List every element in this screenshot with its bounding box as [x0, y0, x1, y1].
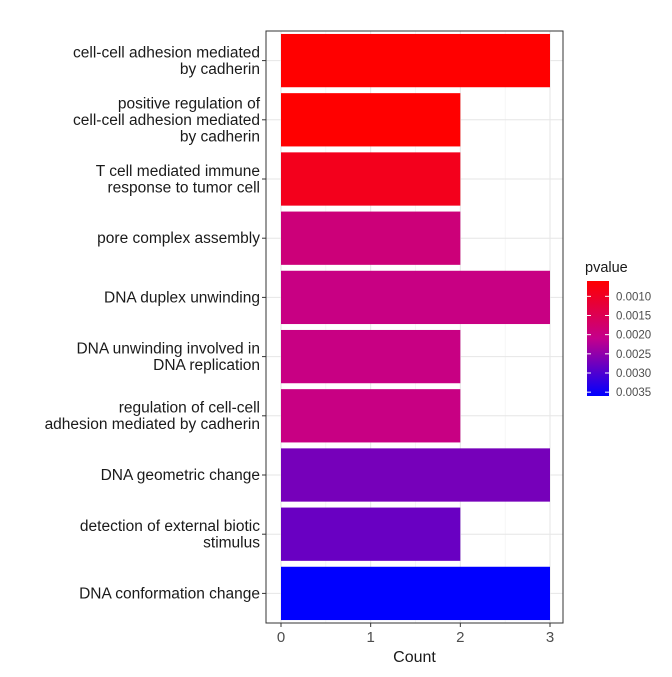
y-tick-label-line: adhesion mediated by cadherin — [45, 416, 260, 433]
y-tick-label-line: T cell mediated immune — [96, 163, 260, 180]
x-tick-label: 3 — [546, 629, 554, 646]
y-tick-label-line: DNA unwinding involved in — [76, 340, 260, 357]
y-tick-label: detection of external biotic stimulus — [80, 518, 260, 552]
x-tick-label: 0 — [277, 629, 285, 646]
legend-tick-label: 0.0015 — [616, 311, 651, 323]
x-tick-label: 1 — [366, 629, 374, 646]
y-tick-label: regulation of cell-cell adhesion mediated… — [45, 400, 260, 434]
bar — [281, 270, 550, 325]
bar — [281, 448, 550, 502]
x-tick-label: 2 — [456, 629, 464, 646]
y-tick-label: DNA geometric change — [101, 467, 260, 484]
legend-tick-label: 0.0010 — [616, 291, 651, 303]
y-tick-label-line: cell-cell adhesion mediated — [73, 112, 260, 129]
legend-tick-label: 0.0030 — [616, 368, 651, 380]
y-tick-label: pore complex assembly — [97, 230, 260, 247]
y-tick-label-line: by cadherin — [180, 61, 260, 78]
legend-tick-label: 0.0025 — [616, 349, 651, 361]
plot-border — [265, 30, 564, 624]
y-tick-label-line: stimulus — [203, 534, 260, 551]
y-tick-label-line: DNA duplex unwinding — [104, 289, 260, 306]
y-tick-label-line: by cadherin — [180, 128, 260, 145]
y-tick-label-line: cell-cell adhesion mediated — [73, 44, 260, 61]
y-tick-label-line: positive regulation of — [118, 95, 261, 112]
bar — [281, 152, 461, 206]
bar — [281, 566, 550, 621]
legend-colorbar — [587, 281, 609, 396]
y-tick-label-line: pore complex assembly — [97, 230, 260, 247]
legend-tick-label: 0.0035 — [616, 387, 651, 399]
legend-tick-label: 0.0020 — [616, 330, 651, 342]
bar — [281, 211, 461, 265]
y-tick-label: positive regulation of cell-cell adhesion… — [73, 95, 261, 145]
y-tick-label-line: DNA replication — [153, 357, 260, 374]
x-axis-title: Count — [393, 649, 436, 666]
y-tick-label: DNA conformation change — [79, 585, 260, 602]
legend-title: pvalue — [585, 260, 628, 276]
y-tick-label-line: response to tumor cell — [108, 179, 261, 196]
y-tick-label-line: DNA geometric change — [101, 467, 260, 484]
y-tick-label: DNA unwinding involved in DNA replication — [76, 340, 260, 374]
y-tick-label: T cell mediated immune response to tumor … — [96, 163, 260, 197]
y-tick-label: DNA duplex unwinding — [104, 289, 260, 306]
y-tick-label: cell-cell adhesion mediated by cadherin — [73, 44, 260, 78]
y-tick-label-line: regulation of cell-cell — [119, 400, 260, 417]
bar — [281, 93, 461, 147]
bar — [281, 389, 461, 443]
y-tick-label-line: DNA conformation change — [79, 585, 260, 602]
bar — [281, 507, 461, 561]
bar — [281, 33, 550, 88]
y-tick-label-line: detection of external biotic — [80, 518, 260, 535]
bar — [281, 329, 461, 384]
